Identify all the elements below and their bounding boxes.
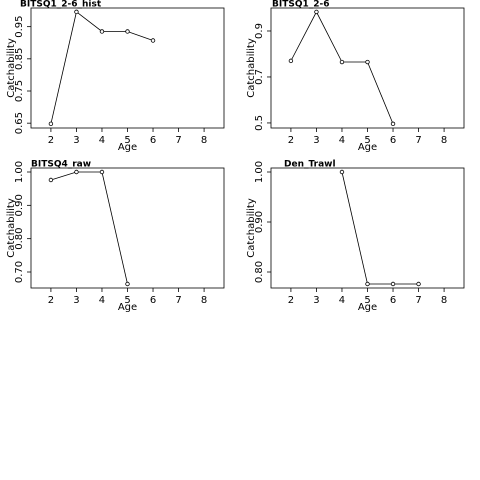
- x-tick-label: 2: [288, 295, 294, 306]
- data-point: [99, 29, 105, 34]
- x-tick-label: 4: [339, 295, 345, 306]
- x-axis-label: Age: [118, 302, 137, 313]
- panel-title: BITSQ1_2-6_hist: [20, 0, 102, 10]
- x-tick-label: 7: [175, 135, 181, 146]
- y-tick-label: 1.00: [254, 161, 265, 183]
- x-axis-label: Age: [118, 142, 137, 153]
- x-tick-label: 5: [364, 295, 370, 306]
- y-tick-label: 0.5: [254, 115, 265, 131]
- data-line: [290, 11, 394, 125]
- x-axis-label: Age: [358, 142, 377, 153]
- data-point: [150, 38, 156, 43]
- y-axis-label: Catchability: [246, 38, 257, 98]
- x-tick-label: 2: [288, 135, 294, 146]
- plot-frame: [270, 167, 465, 289]
- y-tick-label: 0.85: [14, 48, 25, 70]
- data-point: [99, 169, 105, 175]
- plot-frame: [270, 7, 465, 129]
- x-tick-label: 4: [99, 295, 105, 306]
- x-tick-label: 7: [415, 295, 421, 306]
- x-tick-label: 3: [313, 135, 319, 146]
- x-tick-label: 3: [73, 135, 79, 146]
- y-tick-label: 0.75: [14, 80, 25, 102]
- data-point: [125, 29, 130, 34]
- data-point: [416, 281, 421, 287]
- y-tick-label: 0.7: [254, 69, 265, 85]
- data-point: [74, 9, 79, 15]
- x-tick-label: 2: [48, 135, 54, 146]
- x-tick-label: 8: [441, 135, 447, 146]
- data-line: [50, 171, 128, 285]
- x-tick-label: 7: [175, 295, 181, 306]
- y-tick-label: 1.00: [14, 161, 25, 183]
- data-line: [341, 171, 419, 285]
- data-point: [339, 59, 345, 65]
- x-tick-label: 4: [99, 135, 105, 146]
- x-tick-label: 8: [201, 135, 207, 146]
- x-tick-label: 8: [201, 295, 207, 306]
- x-tick-label: 3: [313, 295, 319, 306]
- y-tick-label: 0.95: [14, 16, 25, 38]
- data-point: [288, 58, 294, 64]
- data-point: [314, 9, 319, 15]
- x-tick-label: 6: [390, 295, 396, 306]
- panel-title: Den_Trawl: [284, 160, 336, 170]
- x-tick-label: 5: [124, 295, 130, 306]
- data-point: [365, 281, 370, 287]
- x-tick-label: 4: [339, 135, 345, 146]
- data-point: [390, 121, 396, 127]
- data-point: [48, 121, 54, 127]
- y-tick-label: 0.90: [254, 211, 265, 233]
- y-tick-label: 0.80: [254, 261, 265, 283]
- x-tick-label: 2: [48, 295, 54, 306]
- data-point: [339, 169, 345, 175]
- y-tick-label: 0.70: [14, 261, 25, 283]
- data-line: [50, 11, 154, 124]
- data-point: [74, 169, 79, 175]
- data-point: [125, 281, 130, 287]
- y-tick-label: 0.9: [254, 23, 265, 39]
- x-tick-label: 7: [415, 135, 421, 146]
- y-tick-label: 0.65: [14, 112, 25, 134]
- data-point: [365, 59, 370, 65]
- data-point: [390, 281, 396, 287]
- x-tick-label: 8: [441, 295, 447, 306]
- x-axis-label: Age: [358, 302, 377, 313]
- x-tick-label: 5: [364, 135, 370, 146]
- y-axis-label: Catchability: [6, 38, 17, 98]
- x-tick-label: 6: [390, 135, 396, 146]
- x-tick-label: 3: [73, 295, 79, 306]
- y-tick-label: 0.90: [14, 194, 25, 216]
- plot-frame: [30, 167, 225, 289]
- plot-frame: [30, 7, 225, 129]
- y-tick-label: 0.80: [14, 228, 25, 250]
- y-axis-label: Catchability: [246, 198, 257, 258]
- panel-title: BITSQ4_raw: [31, 160, 91, 170]
- x-tick-label: 6: [150, 135, 156, 146]
- x-tick-label: 6: [150, 295, 156, 306]
- x-tick-label: 5: [124, 135, 130, 146]
- panel-title: BITSQ1_2-6: [272, 0, 330, 10]
- data-point: [48, 177, 54, 183]
- y-axis-label: Catchability: [6, 198, 17, 258]
